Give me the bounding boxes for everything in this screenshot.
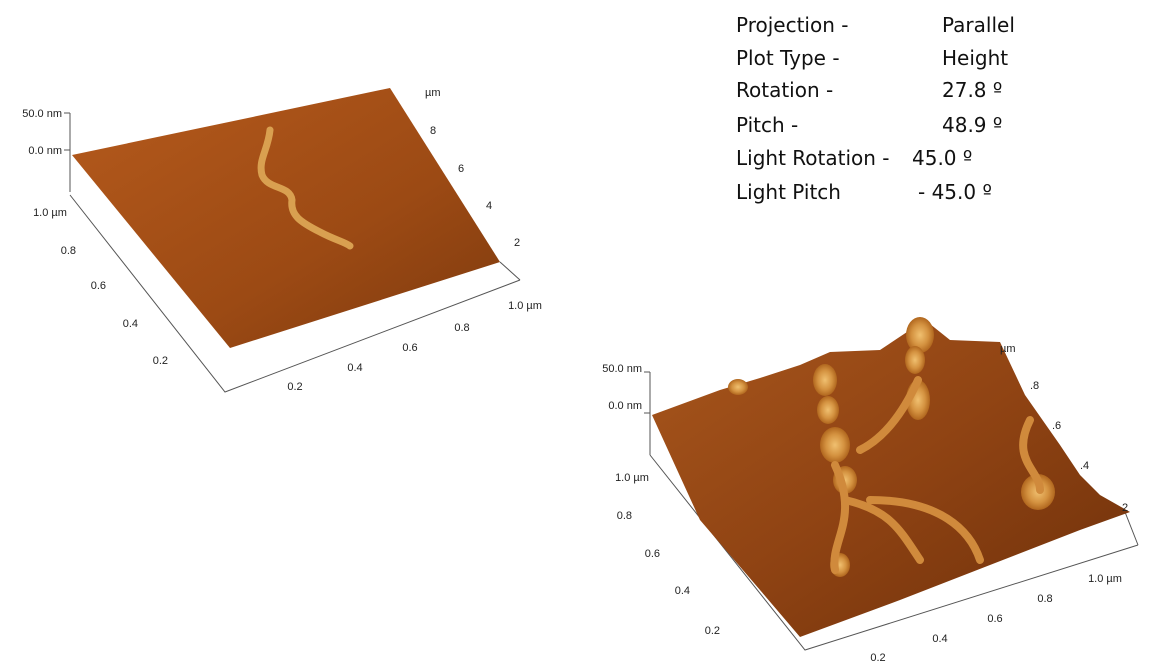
z-tick-label: 0.0 nm <box>28 145 62 157</box>
left-tick-label: 1.0 µm <box>615 472 649 484</box>
setting-value: - 45.0 º <box>918 180 992 204</box>
page: 50.0 nm 0.0 nm 1.0 µm 0.8 0.6 0.4 0.2 0.2 0.4 0.6… <box>0 0 1153 665</box>
setting-name: Light Pitch <box>736 180 841 204</box>
front-tick-label: 0.4 <box>932 633 947 645</box>
back-tick-label: .8 <box>1030 380 1039 392</box>
front-tick-label: 1.0 µm <box>1088 573 1122 585</box>
z-axis <box>644 372 650 455</box>
setting-name: Plot Type - <box>736 46 840 70</box>
setting-value: 45.0 º <box>912 146 972 170</box>
z-tick-label: 50.0 nm <box>22 108 62 120</box>
plot-1 <box>64 88 520 392</box>
back-tick-label: 2 <box>514 237 520 249</box>
setting-name: Projection - <box>736 13 848 37</box>
front-tick-label: 0.6 <box>402 342 417 354</box>
plot-2 <box>644 317 1138 650</box>
setting-value: 27.8 º <box>942 78 1002 102</box>
left-tick-label: 0.8 <box>617 510 632 522</box>
setting-name: Rotation - <box>736 78 833 102</box>
left-tick-label: 0.6 <box>645 548 660 560</box>
z-axis <box>64 113 70 192</box>
back-tick-label: .6 <box>1052 420 1061 432</box>
setting-value: Height <box>942 46 1008 70</box>
back-tick-label: µm <box>425 87 441 99</box>
setting-name: Pitch - <box>736 113 798 137</box>
back-tick-label: 2 <box>1122 502 1128 514</box>
back-tick-label: 8 <box>430 125 436 137</box>
left-tick-label: 0.2 <box>705 625 720 637</box>
front-tick-label: 0.8 <box>1037 593 1052 605</box>
left-tick-label: 0.2 <box>153 355 168 367</box>
setting-name: Light Rotation - <box>736 146 890 170</box>
front-tick-label: 0.6 <box>987 613 1002 625</box>
surface <box>652 320 1130 637</box>
front-tick-label: 0.4 <box>347 362 362 374</box>
back-tick-label: µm <box>1000 343 1016 355</box>
back-tick-label: 4 <box>486 200 492 212</box>
setting-value: Parallel <box>942 13 1015 37</box>
z-tick-label: 50.0 nm <box>602 363 642 375</box>
front-tick-label: 0.2 <box>870 652 885 664</box>
back-tick-label: 6 <box>458 163 464 175</box>
figure: 50.0 nm 0.0 nm 1.0 µm 0.8 0.6 0.4 0.2 0.2 0.4 0.6… <box>0 0 1153 665</box>
left-tick-label: 0.4 <box>675 585 690 597</box>
left-tick-label: 1.0 µm <box>33 207 67 219</box>
left-tick-label: 0.6 <box>91 280 106 292</box>
left-tick-label: 0.8 <box>61 245 76 257</box>
front-tick-label: 0.2 <box>287 381 302 393</box>
front-tick-label: 1.0 µm <box>508 300 542 312</box>
front-tick-label: 0.8 <box>454 322 469 334</box>
z-tick-label: 0.0 nm <box>608 400 642 412</box>
left-tick-label: 0.4 <box>123 318 138 330</box>
back-tick-label: .4 <box>1080 460 1089 472</box>
setting-value: 48.9 º <box>942 113 1002 137</box>
